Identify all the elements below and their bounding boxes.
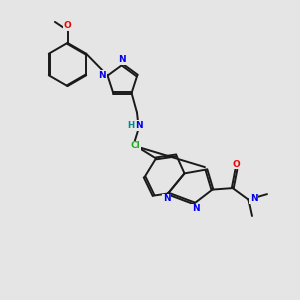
Text: H: H <box>127 121 134 130</box>
Text: Cl: Cl <box>130 141 140 150</box>
Text: N: N <box>250 194 258 203</box>
Text: N: N <box>118 55 126 64</box>
Text: N: N <box>163 194 170 203</box>
Text: O: O <box>232 160 240 169</box>
Text: N: N <box>98 71 106 80</box>
Text: O: O <box>64 21 71 30</box>
Text: N: N <box>136 121 143 130</box>
Text: N: N <box>192 204 200 213</box>
